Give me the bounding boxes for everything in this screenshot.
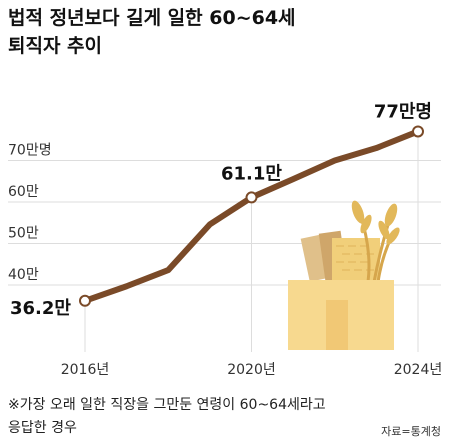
data-labels: 36.2만 61.1만 77만명: [10, 101, 432, 318]
title-line-2: 퇴직자 추이: [8, 35, 103, 57]
footnote-line-2: 응답한 경우: [8, 420, 77, 436]
title-line-1: 법적 정년보다 길게 일한 60~64세: [8, 7, 296, 29]
data-label: 77만명: [374, 101, 432, 122]
footnote: ※가장 오래 일한 직장을 그만둔 연령이 60~64세라고 응답한 경우: [8, 394, 326, 440]
y-tick-label: 60만: [8, 184, 39, 200]
x-tick-label: 2020년: [227, 362, 276, 378]
x-tick-label: 2016년: [61, 362, 110, 378]
x-axis-labels: 2016년 2020년 2024년: [61, 362, 443, 378]
source-note: 자료=통계청: [381, 425, 441, 438]
line-chart: 40만 50만 60만 70만명 2016년 2020년 2024년 36.2만 61.1만…: [8, 101, 443, 378]
chart-title: 법적 정년보다 길게 일한 60~64세 퇴직자 추이: [8, 4, 296, 60]
data-markers: [79, 125, 424, 307]
data-marker: [79, 294, 91, 307]
footnote-line-1: ※가장 오래 일한 직장을 그만둔 연령이 60~64세라고: [8, 397, 326, 413]
grain-sack-illustration: [288, 200, 400, 350]
y-tick-label: 40만: [8, 267, 39, 283]
x-tick-label: 2024년: [394, 362, 443, 378]
y-axis-labels: 40만 50만 60만 70만명: [8, 143, 52, 284]
data-marker: [412, 125, 424, 138]
data-marker: [245, 191, 258, 204]
y-tick-label: 50만: [8, 226, 39, 242]
y-tick-label: 70만명: [8, 143, 52, 159]
data-label: 36.2만: [10, 298, 71, 319]
data-label: 61.1만: [221, 163, 282, 184]
